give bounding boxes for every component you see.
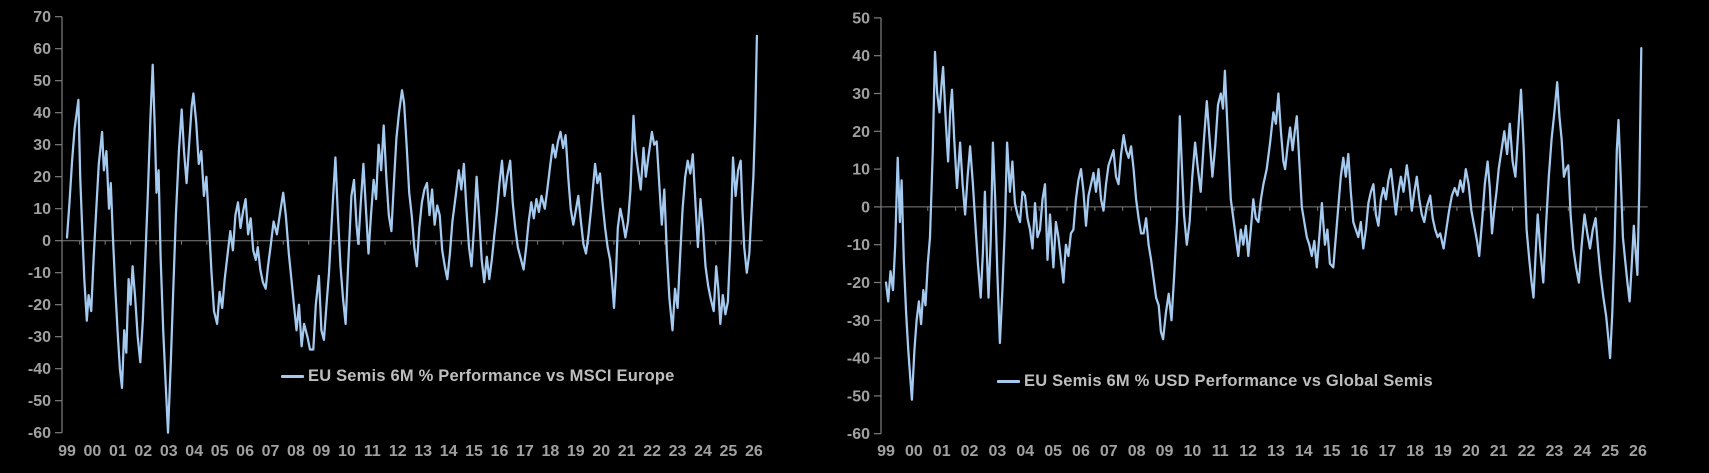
y-tick-label: 40: [852, 48, 870, 65]
x-tick-label: 19: [1434, 443, 1452, 460]
x-tick-label: 99: [58, 443, 76, 460]
x-tick-label: 22: [1518, 443, 1536, 460]
y-tick-label: -60: [28, 425, 51, 442]
x-tick-label: 10: [1183, 443, 1201, 460]
legend-right: EU Semis 6M % USD Performance vs Global …: [997, 372, 1433, 391]
x-tick-label: 09: [313, 443, 331, 460]
x-tick-label: 99: [877, 443, 895, 460]
x-tick-label: 03: [160, 443, 178, 460]
x-tick-label: 17: [1378, 443, 1396, 460]
x-tick-label: 00: [84, 443, 102, 460]
x-tick-label: 22: [643, 443, 661, 460]
y-tick-label: 10: [852, 162, 870, 179]
x-tick-label: 23: [669, 443, 687, 460]
legend-label: EU Semis 6M % USD Performance vs Global …: [1024, 372, 1433, 390]
x-tick-label: 18: [1406, 443, 1424, 460]
x-tick-label: 24: [1573, 443, 1591, 460]
y-tick-label: -10: [847, 237, 870, 254]
x-tick-label: 15: [465, 443, 483, 460]
x-tick-label: 12: [389, 443, 407, 460]
x-tick-label: 21: [618, 443, 636, 460]
x-tick-label: 15: [1323, 443, 1341, 460]
legend-line-swatch: [281, 375, 304, 378]
y-tick-label: 30: [852, 86, 870, 103]
y-tick-label: -20: [28, 297, 51, 314]
x-tick-label: 02: [961, 443, 979, 460]
x-tick-label: 13: [1267, 443, 1285, 460]
x-tick-label: 17: [516, 443, 534, 460]
x-tick-label: 08: [1128, 443, 1146, 460]
x-tick-label: 01: [109, 443, 127, 460]
x-tick-label: 07: [262, 443, 280, 460]
y-tick-label: -40: [28, 361, 51, 378]
y-tick-label: 60: [33, 41, 51, 58]
legend-left: EU Semis 6M % Performance vs MSCI Europe: [281, 367, 675, 386]
x-tick-label: 04: [1016, 443, 1034, 460]
x-tick-label: 06: [1072, 443, 1090, 460]
y-tick-label: -30: [847, 313, 870, 330]
y-tick-label: 0: [861, 199, 870, 216]
x-tick-label: 07: [1100, 443, 1118, 460]
y-tick-label: -10: [28, 265, 51, 282]
y-tick-label: 20: [33, 169, 51, 186]
x-tick-label: 04: [185, 443, 203, 460]
x-tick-label: 05: [211, 443, 229, 460]
x-tick-label: 21: [1490, 443, 1508, 460]
x-tick-label: 01: [933, 443, 951, 460]
x-tick-label: 13: [414, 443, 432, 460]
x-tick-label: 14: [440, 443, 458, 460]
x-tick-label: 06: [236, 443, 254, 460]
x-tick-label: 08: [287, 443, 305, 460]
x-tick-label: 25: [1601, 443, 1619, 460]
x-tick-label: 18: [541, 443, 559, 460]
legend-label: EU Semis 6M % Performance vs MSCI Europe: [308, 367, 675, 385]
y-tick-label: -50: [847, 388, 870, 405]
x-tick-label: 09: [1156, 443, 1174, 460]
x-tick-label: 12: [1239, 443, 1257, 460]
y-tick-label: 50: [33, 73, 51, 90]
y-tick-label: 30: [33, 137, 51, 154]
x-tick-label: 16: [1351, 443, 1369, 460]
x-tick-label: 16: [491, 443, 509, 460]
y-tick-label: 70: [33, 9, 51, 26]
y-tick-label: -50: [28, 393, 51, 410]
x-tick-label: 20: [1462, 443, 1480, 460]
x-tick-label: 19: [567, 443, 585, 460]
y-tick-label: 40: [33, 105, 51, 122]
x-tick-label: 23: [1546, 443, 1564, 460]
series-line: [65, 34, 759, 434]
x-tick-label: 14: [1295, 443, 1313, 460]
x-tick-label: 11: [1212, 443, 1229, 460]
y-tick-label: 0: [42, 233, 51, 250]
y-tick-label: -40: [847, 351, 870, 368]
y-tick-label: 10: [33, 201, 51, 218]
x-tick-label: 11: [364, 443, 381, 460]
x-tick-label: 26: [1629, 443, 1647, 460]
y-tick-label: 20: [852, 124, 870, 141]
y-tick-label: -20: [847, 275, 870, 292]
x-tick-label: 05: [1044, 443, 1062, 460]
x-tick-label: 02: [134, 443, 152, 460]
x-tick-label: 25: [720, 443, 738, 460]
y-tick-label: 50: [852, 10, 870, 27]
y-tick-label: -60: [847, 426, 870, 443]
y-tick-label: -30: [28, 329, 51, 346]
legend-line-swatch: [997, 380, 1020, 383]
x-tick-label: 00: [905, 443, 923, 460]
x-tick-label: 26: [745, 443, 763, 460]
x-tick-label: 20: [592, 443, 610, 460]
x-tick-label: 03: [989, 443, 1007, 460]
x-tick-label: 10: [338, 443, 356, 460]
x-tick-label: 24: [694, 443, 712, 460]
series-line: [884, 46, 1643, 401]
